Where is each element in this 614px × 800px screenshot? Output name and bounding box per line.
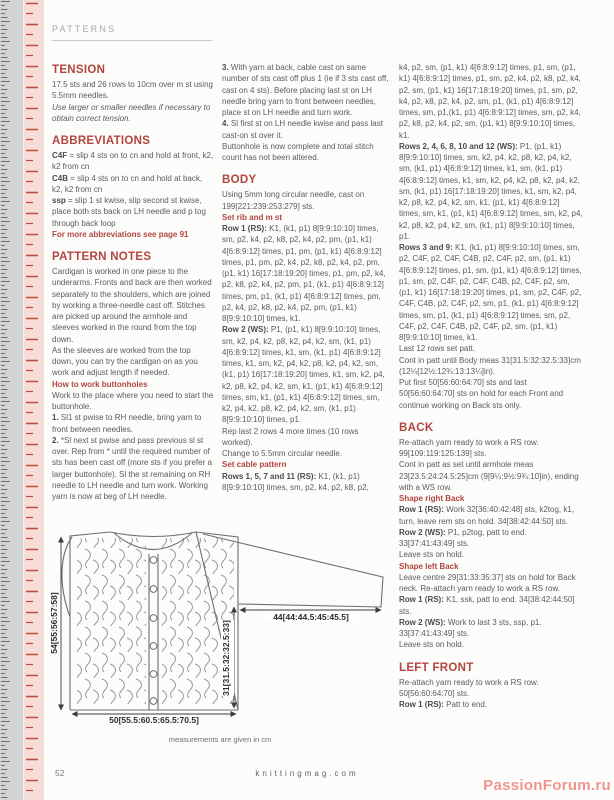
- section-heading: BACK: [399, 421, 434, 434]
- button: [149, 642, 158, 650]
- page-number: 52: [55, 768, 65, 778]
- cable-texture-left: [77, 538, 146, 705]
- button: [149, 614, 158, 622]
- sub-heading: Shape right Back: [399, 494, 465, 503]
- button: [149, 670, 158, 678]
- text-column-3: k4, p2, sm, (p1, k1) 4[6:8:9:12] times, …: [399, 62, 583, 710]
- paragraph: Cardigan is worked in one piece to the u…: [52, 267, 212, 344]
- paragraph: Use larger or smaller needles if necessa…: [52, 102, 211, 123]
- paragraph: Rows 1, 5, 7 and 11 (RS): K1, (k1, p1) 8…: [222, 471, 369, 492]
- button: [149, 585, 158, 593]
- paragraph: Row 2 (WS): P1, (p1, k1) 8[9:9:10:10] ti…: [222, 325, 385, 425]
- paragraph: Row 1 (RS): K1, ssk, patt to end. 34[38:…: [399, 595, 575, 616]
- paragraph: Leave sts on hold.: [399, 550, 464, 560]
- watermark: PassionForum.ru: [483, 777, 611, 794]
- height-measurement-label: 54[55:56:57:58]: [49, 592, 59, 654]
- garment-schematic: 54[55:56:57:58] 31[31.5:32:32.5:33] 44[4…: [48, 522, 393, 750]
- paragraph: 1. Sl1 st pwise to RH needle, bring yarn…: [52, 413, 202, 434]
- paragraph: Work to the place where you need to star…: [52, 390, 214, 411]
- paragraph: ssp = slip 1 st kwise, slip second st kw…: [52, 196, 206, 228]
- paragraph: Rows 2, 4, 6, 8, 10 and 12 (WS): P1, (p1…: [399, 141, 583, 241]
- paragraph: Re-attach yarn ready to work a RS row. 9…: [399, 437, 539, 458]
- button: [149, 556, 158, 564]
- paragraph: Cont in patt until Body meas 31[31.5:32:…: [399, 355, 581, 376]
- paragraph: Leave centre 29[31:33:35:37] sts on hold…: [399, 572, 576, 593]
- text-column-1: TENSION 17.5 sts and 26 rows to 10cm over…: [52, 62, 214, 502]
- paragraph: Put first 50[56:60:64:70] sts and last 5…: [399, 378, 564, 410]
- page-section-label: PATTERNS: [52, 24, 117, 34]
- paragraph: Change to 5.5mm circular needle.: [222, 449, 343, 458]
- text-column-2: 3. With yarn at back, cable cast on same…: [222, 62, 390, 493]
- paragraph: Row 1 (RS): K1, (k1, p1) 8[9:9:10:10] ti…: [222, 224, 386, 323]
- header-divider: [52, 40, 212, 41]
- paragraph: C4F = slip 4 sts on to cn and hold at fr…: [52, 151, 214, 172]
- paragraph: Buttonhole is now complete and total sti…: [222, 141, 374, 162]
- sub-heading: For more abbreviations see page 91: [52, 229, 189, 239]
- paragraph: As the sleeves are worked from the top d…: [52, 345, 198, 378]
- paragraph: Last 12 rows set patt.: [399, 344, 476, 354]
- paragraph: Rows 3 and 9: K1, (k1, p1) 8[9:9:10:10] …: [399, 243, 582, 342]
- paragraph: Row 2 (WS): P1, p2tog, patt to end. 33[3…: [399, 527, 527, 548]
- paragraph: 17.5 sts and 26 rows to 10cm over m st u…: [52, 80, 213, 101]
- sub-heading: How to work buttonholes: [52, 379, 148, 389]
- paragraph: Re-attach yarn ready to work a RS row. 5…: [399, 677, 539, 698]
- paragraph: Using 5mm long circular needle, cast on …: [222, 190, 365, 211]
- section-heading: ABBREVIATIONS: [52, 135, 151, 147]
- paragraph: Row 2 (WS): Work to last 3 sts, ssp, p1.…: [399, 617, 542, 638]
- paragraph: Leave sts on hold.: [399, 640, 464, 650]
- magazine-website: knittingmag.com: [255, 769, 359, 778]
- sleeve-measurement-label: 44[44:44.5:45:45.5]: [273, 612, 349, 622]
- sub-heading: Set cable pattern: [222, 460, 287, 470]
- section-heading: TENSION: [52, 64, 106, 76]
- section-heading: BODY: [222, 174, 257, 187]
- paragraph: 2. *Sl next st pwise and pass previous s…: [52, 435, 212, 501]
- paragraph: Row 1 (RS): Work 32[36:40:42:48] sts, k2…: [399, 505, 575, 526]
- paragraph: Rep last 2 rows 4 more times (10 rows wo…: [222, 426, 359, 447]
- width-measurement-label: 50[55.5:60.5:65.5:70.5]: [109, 715, 199, 725]
- length-measurement-label: 31[31.5:32:32.5:33]: [221, 620, 231, 696]
- paragraph: Cont in patt as set until armhole meas 2…: [399, 460, 579, 492]
- button-band-buttons: [149, 556, 158, 705]
- section-heading: LEFT FRONT: [399, 661, 474, 674]
- paragraph: k4, p2, sm, (p1, k1) 4[6:8:9:12] times, …: [399, 63, 581, 140]
- paragraph: 4. Sl first st on LH needle kwise and pa…: [222, 119, 383, 140]
- section-heading: PATTERN NOTES: [52, 251, 152, 263]
- button: [149, 697, 158, 705]
- paragraph: 3. With yarn at back, cable cast on same…: [222, 63, 389, 117]
- paragraph: Row 1 (RS): Patt to end.: [399, 700, 488, 709]
- sub-heading: Set rib and m st: [222, 212, 283, 222]
- paragraph: C4B = slip 4 sts on to cn and hold at ba…: [52, 173, 203, 194]
- sub-heading: Shape left Back: [399, 561, 459, 571]
- schematic-caption: measurements are given in cm: [169, 735, 272, 744]
- cardigan-outline: [61, 531, 384, 711]
- measuring-tape: [0, 0, 46, 800]
